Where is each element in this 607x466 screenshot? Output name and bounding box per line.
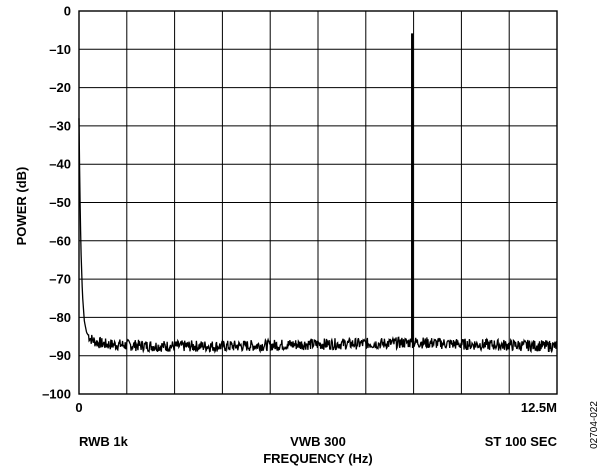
annotation-left: RWB 1k <box>79 434 129 449</box>
y-tick-label: –30 <box>49 118 71 133</box>
plot-frame <box>78 10 558 395</box>
spectrum-trace <box>78 33 558 354</box>
y-tick-label: –20 <box>49 80 71 95</box>
grid <box>79 11 557 394</box>
y-tick-label: –50 <box>49 195 71 210</box>
y-tick-label: 0 <box>64 4 71 19</box>
y-axis-ticks: 0 –10 –20 –30 –40 –50 –60 –70 –80 –90 –100 <box>42 4 71 402</box>
x-axis-title: FREQUENCY (Hz) <box>263 451 373 466</box>
annotation-right: ST 100 SEC <box>485 434 558 449</box>
y-tick-label: –70 <box>49 272 71 287</box>
y-tick-label: –40 <box>49 157 71 172</box>
y-tick-label: –100 <box>42 387 71 402</box>
x-tick-label: 0 <box>75 400 82 415</box>
y-tick-label: –60 <box>49 233 71 248</box>
y-tick-label: –80 <box>49 310 71 325</box>
y-tick-label: –10 <box>49 42 71 57</box>
y-axis-title: POWER (dB) <box>14 167 29 246</box>
annotation-center: VWB 300 <box>290 434 346 449</box>
x-axis-ticks: 0 12.5M <box>75 400 557 415</box>
figure-code: 02704-022 <box>589 401 600 449</box>
y-tick-label: –90 <box>49 348 71 363</box>
x-tick-label: 12.5M <box>521 400 557 415</box>
